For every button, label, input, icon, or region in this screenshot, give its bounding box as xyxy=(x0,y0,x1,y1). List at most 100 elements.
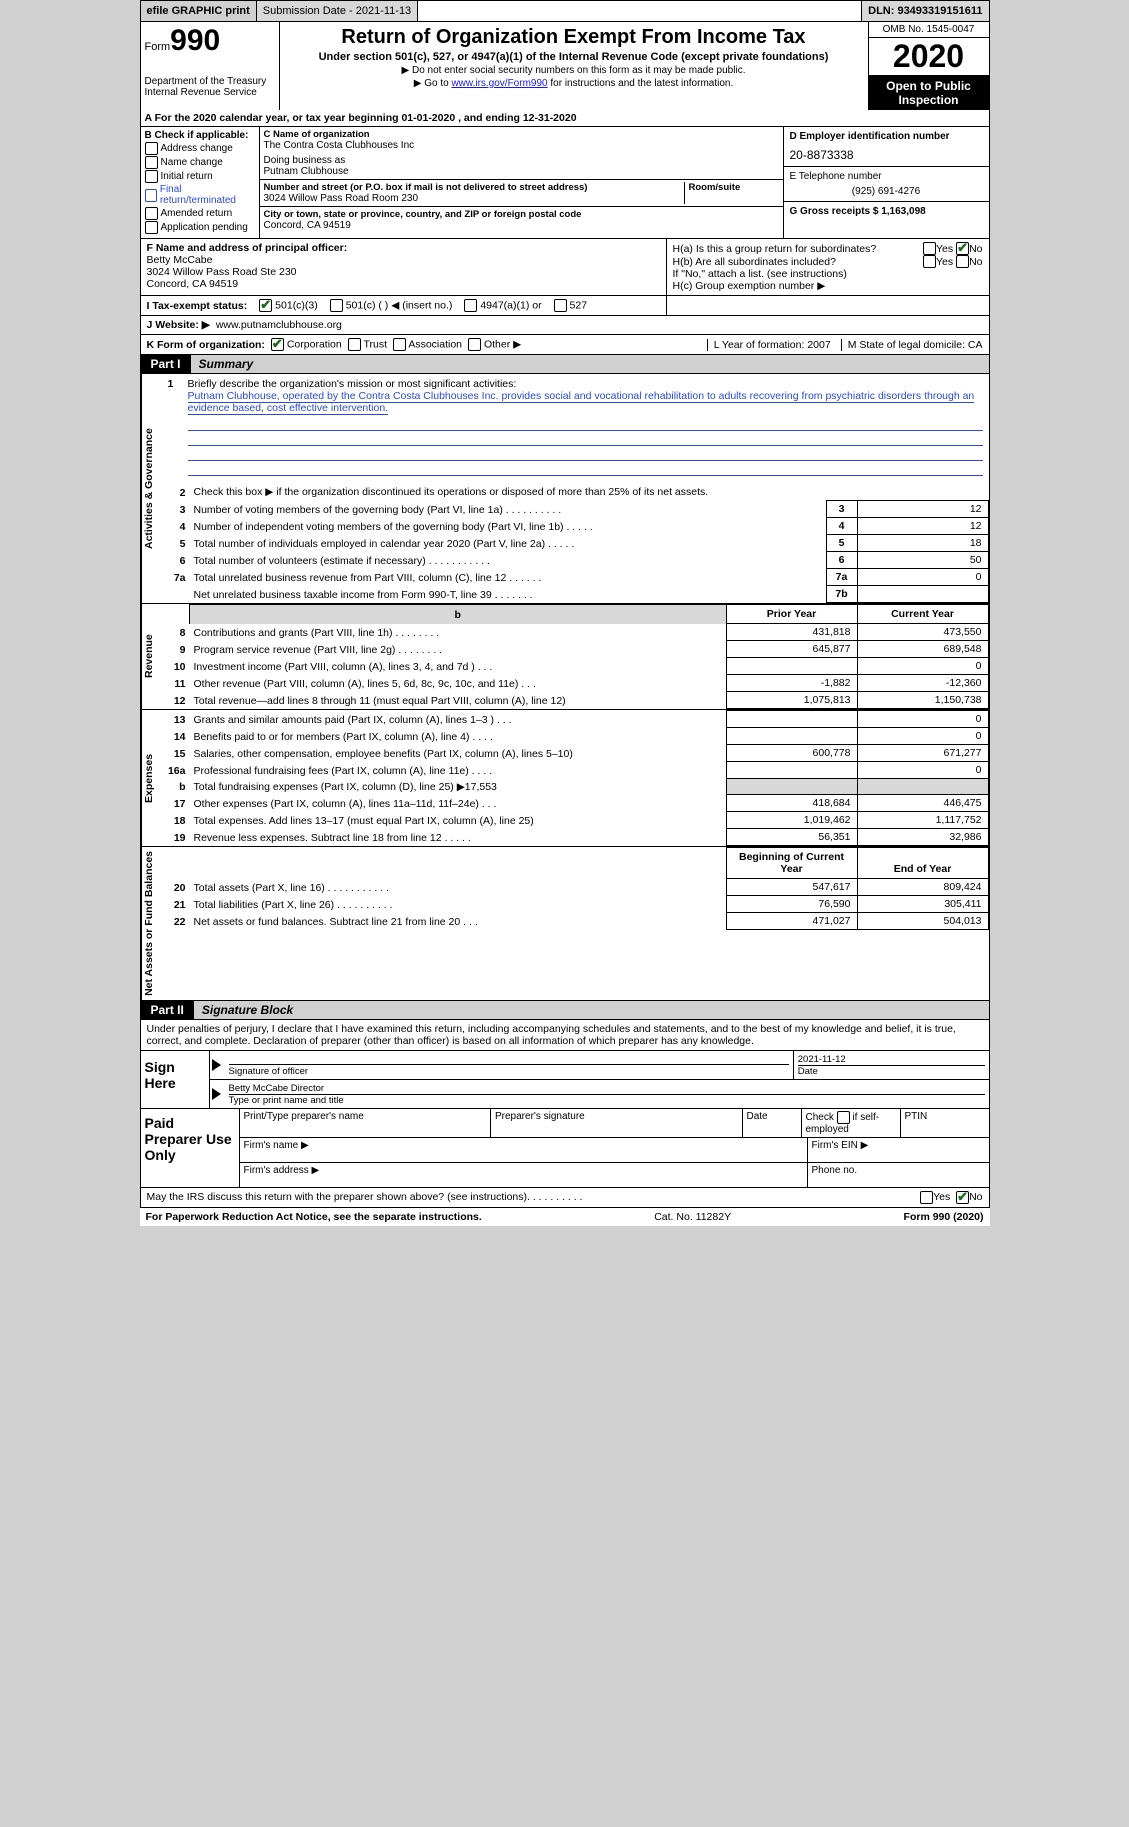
sig-of-officer-label: Signature of officer xyxy=(229,1064,789,1077)
checkbox-icon[interactable] xyxy=(956,1191,969,1204)
typed-name: Betty McCabe Director xyxy=(229,1083,985,1095)
prep-self-emp: Check if self-employed xyxy=(802,1109,901,1137)
dba-name: Putnam Clubhouse xyxy=(264,166,779,177)
chk-app-pending[interactable]: Application pending xyxy=(145,221,255,234)
end-year-hdr: End of Year xyxy=(857,848,988,879)
chk-final-return[interactable]: Final return/terminated xyxy=(145,184,255,206)
sign-date: 2021-11-12 xyxy=(798,1054,985,1066)
checkbox-icon[interactable] xyxy=(956,242,969,255)
signature-cell: Signature of officer xyxy=(225,1051,794,1079)
checkbox-icon[interactable] xyxy=(271,338,284,351)
ein-value: 20-8873338 xyxy=(790,148,983,162)
row-k: K Form of organization: Corporation Trus… xyxy=(140,335,990,355)
prep-name-label: Print/Type preparer's name xyxy=(240,1109,492,1137)
checkbox-icon[interactable] xyxy=(554,299,567,312)
form-title: Return of Organization Exempt From Incom… xyxy=(286,26,862,49)
prior-year-hdr: Prior Year xyxy=(726,605,857,624)
netassets-section: Net Assets or Fund Balances Beginning of… xyxy=(140,847,990,1001)
discuss-question: May the IRS discuss this return with the… xyxy=(147,1191,528,1203)
chk-address-change[interactable]: Address change xyxy=(145,142,255,155)
topbar: efile GRAPHIC print Submission Date - 20… xyxy=(140,0,990,22)
phone-value: (925) 691-4276 xyxy=(790,186,983,197)
table-row: 3Number of voting members of the governi… xyxy=(162,501,989,518)
form-990: 990 xyxy=(170,24,220,57)
checkbox-icon[interactable] xyxy=(920,1191,933,1204)
checkbox-icon[interactable] xyxy=(145,189,157,202)
checkbox-icon[interactable] xyxy=(956,255,969,268)
ha-label: H(a) Is this a group return for subordin… xyxy=(673,243,924,255)
hc-label: H(c) Group exemption number ▶ xyxy=(673,280,983,292)
ein-box: D Employer identification number 20-8873… xyxy=(784,127,989,167)
dept-treasury: Department of the Treasury Internal Reve… xyxy=(145,76,275,98)
phone-box: E Telephone number (925) 691-4276 xyxy=(784,167,989,202)
e-label: E Telephone number xyxy=(790,171,983,182)
f-label: F Name and address of principal officer: xyxy=(147,242,660,254)
gov-table: 2 Check this box ▶ if the organization d… xyxy=(162,484,989,603)
checkbox-icon[interactable] xyxy=(923,242,936,255)
open-to-public: Open to Public Inspection xyxy=(869,76,989,110)
block-bcd: B Check if applicable: Address change Na… xyxy=(140,127,990,239)
checkbox-icon[interactable] xyxy=(145,170,158,183)
column-c: C Name of organization The Contra Costa … xyxy=(260,127,783,238)
underline xyxy=(188,463,983,476)
checkbox-icon[interactable] xyxy=(468,338,481,351)
c-label: C Name of organization xyxy=(264,129,779,140)
city-state-zip: Concord, CA 94519 xyxy=(264,220,779,231)
form-subtitle: Under section 501(c), 527, or 4947(a)(1)… xyxy=(286,51,862,63)
chk-initial-return[interactable]: Initial return xyxy=(145,170,255,183)
chk-amended[interactable]: Amended return xyxy=(145,207,255,220)
vtab-netassets: Net Assets or Fund Balances xyxy=(141,847,162,1000)
part2-header: Part II Signature Block xyxy=(140,1001,990,1020)
checkbox-icon[interactable] xyxy=(923,255,936,268)
goto-note: ▶ Go to www.irs.gov/Form990 for instruct… xyxy=(286,78,862,89)
column-deg: D Employer identification number 20-8873… xyxy=(783,127,989,238)
col-header-row2: Beginning of Current Year End of Year xyxy=(162,848,989,879)
checkbox-icon[interactable] xyxy=(145,221,158,234)
officer-addr1: 3024 Willow Pass Road Ste 230 xyxy=(147,266,660,278)
checkbox-icon[interactable] xyxy=(464,299,477,312)
efile-print-button[interactable]: efile GRAPHIC print xyxy=(141,1,257,21)
table-row: 17Other expenses (Part IX, column (A), l… xyxy=(162,795,989,812)
street-address: 3024 Willow Pass Road Room 230 xyxy=(264,193,684,204)
checkbox-icon[interactable] xyxy=(837,1111,850,1124)
form-header: Form990 Department of the Treasury Inter… xyxy=(140,22,990,110)
prep-date-label: Date xyxy=(743,1109,802,1137)
page: efile GRAPHIC print Submission Date - 20… xyxy=(140,0,990,1226)
chk-name-change[interactable]: Name change xyxy=(145,156,255,169)
signature-row: Signature of officer 2021-11-12 Date xyxy=(210,1051,989,1080)
checkbox-icon[interactable] xyxy=(348,338,361,351)
arrow-icon xyxy=(212,1059,221,1071)
l-year: L Year of formation: 2007 xyxy=(707,339,831,351)
irs-link[interactable]: www.irs.gov/Form990 xyxy=(451,78,547,89)
revenue-table: b Prior Year Current Year 8Contributions… xyxy=(162,604,989,709)
firm-ein-label: Firm's EIN ▶ xyxy=(808,1138,989,1162)
typed-name-label: Type or print name and title xyxy=(229,1095,985,1106)
form-label: Form xyxy=(145,41,171,53)
checkbox-icon[interactable] xyxy=(145,207,158,220)
topbar-spacer xyxy=(418,1,862,21)
current-year-hdr: Current Year xyxy=(857,605,988,624)
table-row: 19Revenue less expenses. Subtract line 1… xyxy=(162,829,989,846)
checkbox-icon[interactable] xyxy=(393,338,406,351)
paid-preparer-label: Paid Preparer Use Only xyxy=(141,1109,239,1187)
table-row: 12Total revenue—add lines 8 through 11 (… xyxy=(162,692,989,709)
vtab-expenses: Expenses xyxy=(141,710,162,846)
netassets-table: Beginning of Current Year End of Year 20… xyxy=(162,847,989,930)
checkbox-icon[interactable] xyxy=(145,156,158,169)
submission-date: Submission Date - 2021-11-13 xyxy=(257,1,418,21)
underline xyxy=(188,433,983,446)
checkbox-icon[interactable] xyxy=(330,299,343,312)
typed-name-row: Betty McCabe Director Type or print name… xyxy=(210,1080,989,1108)
website[interactable]: www.putnamclubhouse.org xyxy=(216,319,342,331)
part2-title: Signature Block xyxy=(194,1001,989,1019)
footer-catno: Cat. No. 11282Y xyxy=(482,1211,904,1223)
table-row: 18Total expenses. Add lines 13–17 (must … xyxy=(162,812,989,829)
expenses-section: Expenses 13Grants and similar amounts pa… xyxy=(140,710,990,847)
vtab-revenue: Revenue xyxy=(141,604,162,709)
checkbox-icon[interactable] xyxy=(259,299,272,312)
beg-year-hdr: Beginning of Current Year xyxy=(726,848,857,879)
checkbox-icon[interactable] xyxy=(145,142,158,155)
vtab-governance: Activities & Governance xyxy=(141,374,162,603)
addr-label: Number and street (or P.O. box if mail i… xyxy=(264,182,684,193)
part1-label: Part I xyxy=(141,355,191,373)
